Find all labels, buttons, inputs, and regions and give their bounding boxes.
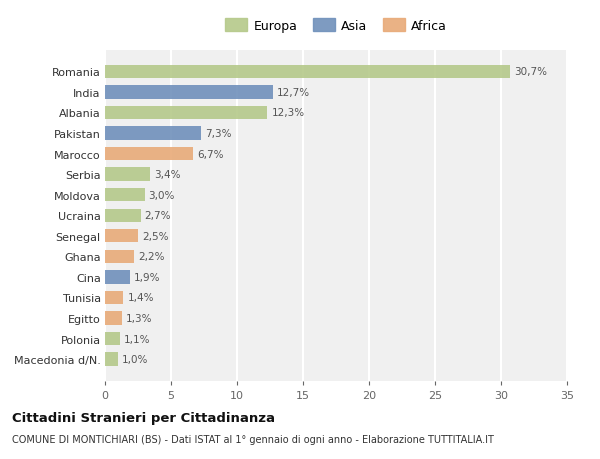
Text: 6,7%: 6,7% — [197, 149, 224, 159]
Bar — [105, 312, 122, 325]
Bar — [105, 332, 119, 346]
Text: 30,7%: 30,7% — [514, 67, 547, 77]
Text: COMUNE DI MONTICHIARI (BS) - Dati ISTAT al 1° gennaio di ogni anno - Elaborazion: COMUNE DI MONTICHIARI (BS) - Dati ISTAT … — [12, 434, 494, 444]
Bar — [105, 250, 134, 263]
Text: 2,2%: 2,2% — [138, 252, 164, 262]
Text: 12,3%: 12,3% — [271, 108, 304, 118]
Bar — [105, 127, 202, 140]
Bar — [105, 209, 140, 223]
Text: 2,7%: 2,7% — [145, 211, 171, 221]
Bar — [105, 86, 272, 99]
Text: 3,0%: 3,0% — [149, 190, 175, 200]
Legend: Europa, Asia, Africa: Europa, Asia, Africa — [220, 14, 452, 38]
Bar — [105, 291, 124, 304]
Text: 1,1%: 1,1% — [124, 334, 150, 344]
Text: 1,9%: 1,9% — [134, 272, 161, 282]
Bar — [105, 66, 510, 79]
Text: 2,5%: 2,5% — [142, 231, 169, 241]
Bar — [105, 230, 138, 243]
Bar — [105, 189, 145, 202]
Bar — [105, 353, 118, 366]
Text: 7,3%: 7,3% — [205, 129, 232, 139]
Text: 1,3%: 1,3% — [126, 313, 152, 323]
Text: 12,7%: 12,7% — [277, 88, 310, 98]
Text: 3,4%: 3,4% — [154, 170, 181, 180]
Bar — [105, 147, 193, 161]
Bar — [105, 106, 268, 120]
Bar — [105, 271, 130, 284]
Text: 1,4%: 1,4% — [127, 293, 154, 303]
Text: Cittadini Stranieri per Cittadinanza: Cittadini Stranieri per Cittadinanza — [12, 411, 275, 424]
Bar — [105, 168, 150, 181]
Text: 1,0%: 1,0% — [122, 354, 149, 364]
